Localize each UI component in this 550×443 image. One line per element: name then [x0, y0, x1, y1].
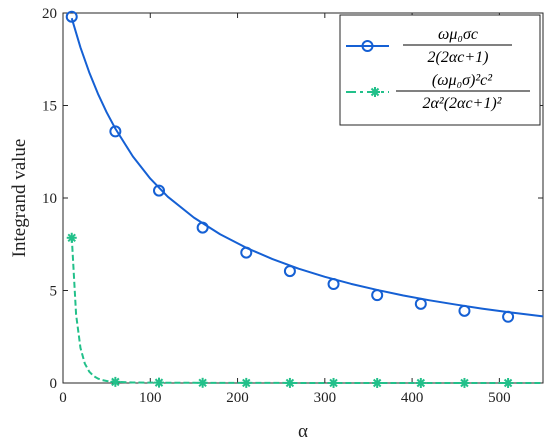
y-tick-label: 15	[42, 99, 57, 115]
data-point	[372, 377, 383, 388]
y-axis-label: Integrand value	[9, 139, 30, 258]
data-point	[154, 377, 164, 388]
legend: ωμ₀σc 2(2αc+1) (ωμ₀σ)²c² 2α²(2αc+1)²	[339, 14, 541, 126]
x-tick-label: 300	[314, 390, 337, 406]
data-point	[414, 297, 427, 310]
y-tick-label: 20	[42, 6, 57, 22]
data-point	[197, 377, 208, 388]
x-axis: 0 100 200 300 400 500	[59, 13, 511, 406]
legend-1-denominator: 2(2αc+1)	[428, 49, 489, 66]
x-axis-label: α	[298, 421, 308, 442]
data-point	[459, 377, 470, 388]
data-point	[371, 289, 384, 302]
x-tick-label: 400	[401, 390, 424, 406]
data-point	[503, 377, 514, 388]
legend-marker-asterisk-2	[370, 87, 380, 97]
y-tick-label: 0	[50, 376, 58, 392]
x-tick-label: 200	[226, 390, 249, 406]
data-point	[241, 377, 252, 388]
legend-2-numerator: (ωμ₀σ)²c²	[432, 72, 493, 89]
series-2	[66, 232, 543, 388]
series-1	[65, 10, 544, 323]
data-point	[153, 184, 165, 197]
legend-marker-circle-1	[361, 40, 374, 52]
data-point	[66, 232, 77, 243]
data-point	[502, 310, 515, 323]
legend-1-numerator: ωμ₀σc	[438, 26, 478, 43]
legend-box	[339, 14, 541, 126]
x-tick-label: 100	[139, 390, 162, 406]
data-point	[65, 10, 78, 23]
legend-entry-1: ωμ₀σc 2(2αc+1)	[346, 26, 512, 66]
data-point	[283, 265, 296, 278]
series-layer	[65, 10, 544, 388]
data-point	[240, 246, 253, 259]
data-point	[110, 376, 121, 387]
y-tick-label: 10	[42, 191, 57, 207]
series-line-2	[70, 236, 543, 384]
legend-entry-2: (ωμ₀σ)²c² 2α²(2αc+1)²	[346, 72, 530, 112]
data-point	[109, 125, 122, 138]
x-tick-label: 0	[59, 390, 67, 406]
data-point	[284, 377, 295, 388]
data-point	[415, 377, 426, 388]
data-point	[196, 221, 209, 234]
data-point	[328, 377, 339, 388]
legend-2-denominator: 2α²(2αc+1)²	[423, 95, 503, 112]
x-tick-label: 500	[488, 390, 511, 406]
y-tick-label: 5	[50, 284, 58, 300]
data-point	[327, 278, 340, 291]
data-point	[458, 304, 471, 317]
